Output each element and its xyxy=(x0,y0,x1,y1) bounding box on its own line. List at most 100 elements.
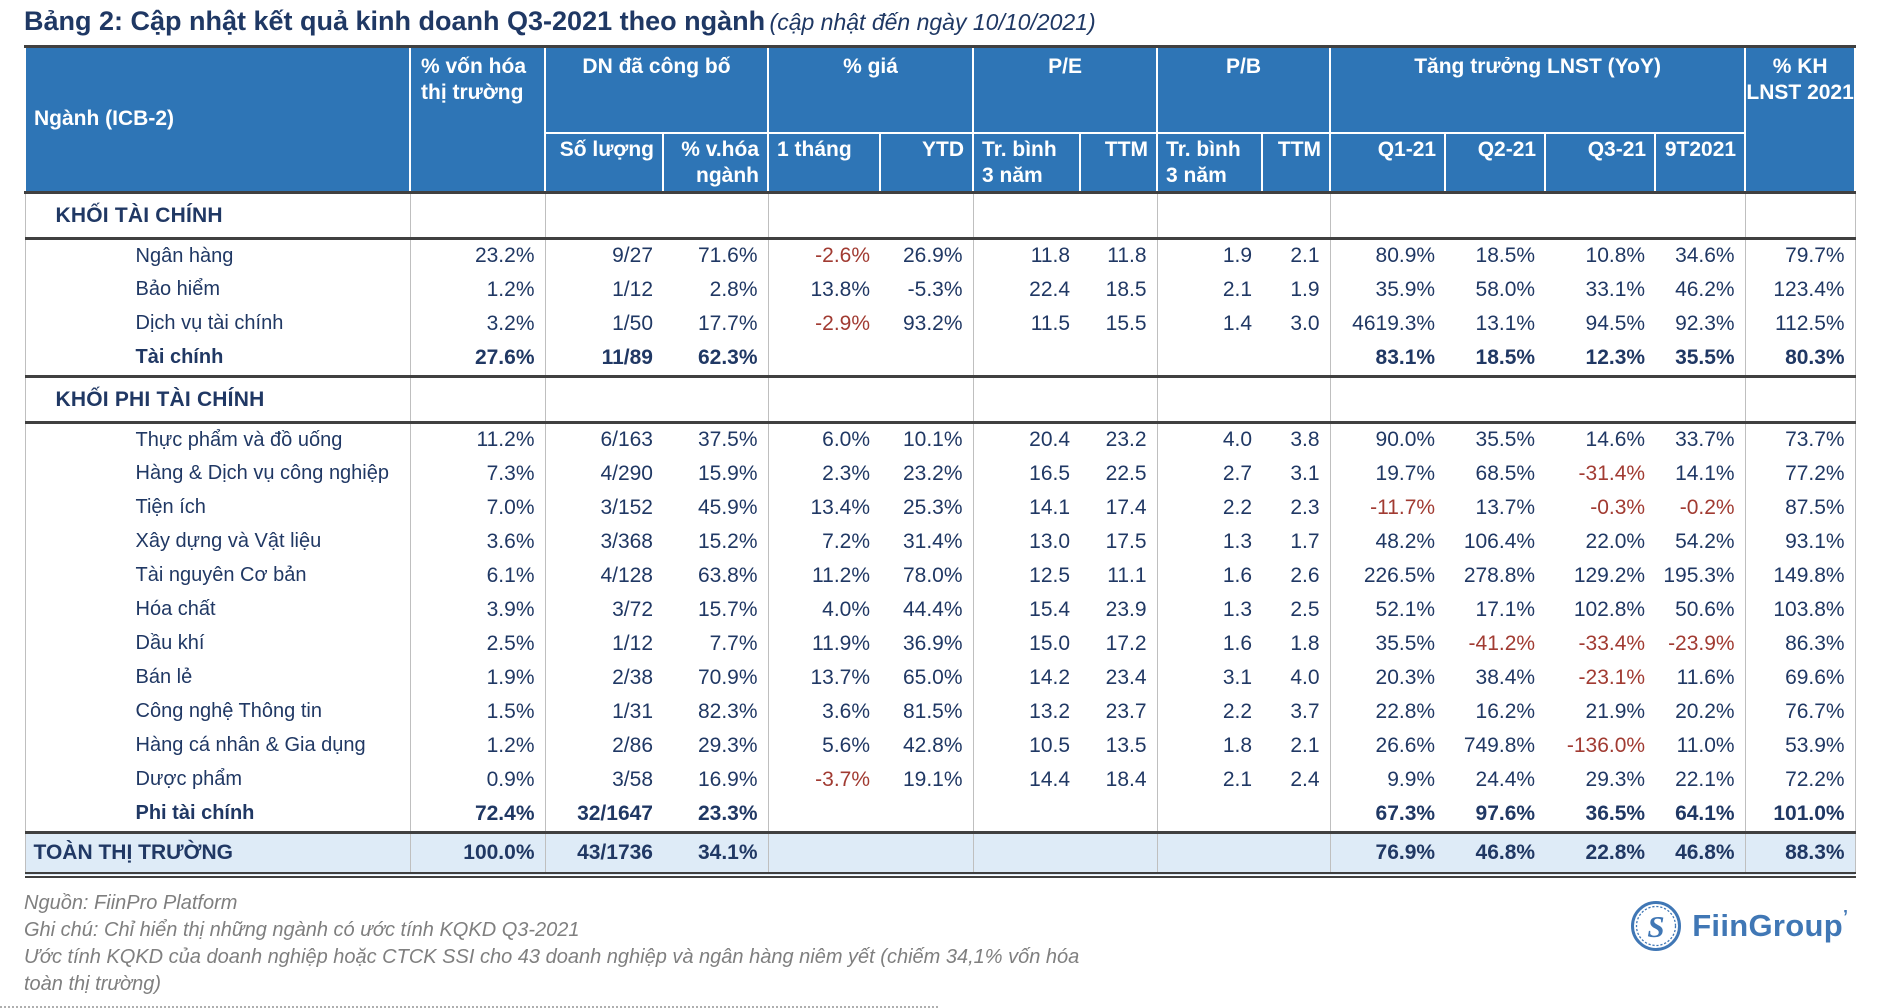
value-cell: 36.5% xyxy=(1585,801,1646,825)
value-cell: 26.6% xyxy=(1375,733,1436,757)
value-cell xyxy=(973,341,1080,377)
value-cell: 70.9% xyxy=(663,660,769,695)
value-cell: 97.6% xyxy=(1475,801,1536,825)
value-cell: 50.6% xyxy=(1655,592,1746,627)
value-cell: 3.0 xyxy=(1262,306,1331,341)
value-cell: 17.5 xyxy=(1080,524,1158,559)
value-cell: 1.5% xyxy=(410,694,546,729)
value-cell: 25.3% xyxy=(880,490,974,525)
value-cell: 76.7% xyxy=(1745,694,1856,729)
value-cell xyxy=(410,191,546,240)
value-cell: 20.3% xyxy=(1375,665,1436,689)
value-cell: 15.7% xyxy=(663,592,769,627)
value-cell: 36.9% xyxy=(880,626,974,661)
value-cell: 10.5 xyxy=(1029,733,1071,757)
value-cell: -136.0% xyxy=(1566,733,1646,757)
value-cell xyxy=(1157,797,1262,833)
subtotal-row: Phi tài chính 72.4% 32/1647 23.3% 67.3% 97.6%… xyxy=(24,796,1856,833)
value-cell: 4/128 xyxy=(600,563,653,587)
value-cell: 3.6% xyxy=(410,524,546,559)
value-cell: 102.8% xyxy=(1573,597,1646,621)
value-cell: 92.3% xyxy=(1655,306,1746,341)
value-cell: 106.4% xyxy=(1463,529,1536,553)
value-cell xyxy=(1262,796,1331,833)
value-cell xyxy=(768,831,881,878)
value-cell xyxy=(1655,375,1746,424)
value-cell: 65.0% xyxy=(880,660,974,695)
value-cell: 149.8% xyxy=(1745,558,1856,593)
value-cell: 1.3 xyxy=(1222,529,1253,553)
value-cell: 33.1% xyxy=(1585,277,1646,301)
value-cell: 11.8 xyxy=(1030,244,1071,268)
value-cell: 24.4% xyxy=(1475,767,1536,791)
value-cell: 2.3 xyxy=(1262,490,1331,525)
value-cell: 9/27 xyxy=(612,244,653,268)
value-cell: 2.1 xyxy=(1262,728,1331,763)
value-cell: 14.1 xyxy=(1029,495,1071,519)
value-cell xyxy=(880,340,974,377)
industry-name-cell: Thực phẩm và đồ uống xyxy=(24,422,411,457)
estimate-note: Ước tính KQKD của doanh nghiệp hoặc CTCK… xyxy=(24,945,1080,995)
value-cell xyxy=(1157,341,1262,377)
value-cell: 2.5% xyxy=(410,626,546,661)
item-row: Dược phẩm 0.9% 3/58 16.9% -3.7% 19.1% 14.4 18.4… xyxy=(24,762,1856,797)
value-cell xyxy=(768,341,880,377)
value-cell: 17.7% xyxy=(663,306,769,341)
value-cell: 21.9% xyxy=(1585,699,1646,723)
value-cell: 11/89 xyxy=(601,345,653,369)
industry-name-cell: Dầu khí xyxy=(24,626,411,661)
value-cell: -0.3% xyxy=(1590,495,1646,519)
value-cell: 15.4 xyxy=(1029,597,1071,621)
value-cell: 1.8 xyxy=(1222,733,1253,757)
value-cell: 23.9 xyxy=(1080,592,1158,627)
value-cell: 11.6% xyxy=(1655,660,1746,695)
value-cell: 48.2% xyxy=(1375,529,1436,553)
industry-name-cell: Tiện ích xyxy=(24,490,411,525)
value-cell: 100.0% xyxy=(410,831,546,878)
value-cell: -0.2% xyxy=(1655,490,1746,525)
value-cell: 123.4% xyxy=(1745,272,1856,307)
value-cell: 13.8% xyxy=(810,277,871,301)
value-cell xyxy=(768,375,881,424)
value-cell xyxy=(1080,375,1158,424)
fiingroup-logo-mark: ’ xyxy=(1842,907,1848,927)
value-cell: 11.5 xyxy=(1030,311,1071,335)
value-cell: 1/12 xyxy=(612,631,653,655)
col-header-pe-tb-3nam: Tr. bình 3 năm xyxy=(972,131,1082,194)
value-cell: 278.8% xyxy=(1463,563,1536,587)
value-cell: 15.0 xyxy=(1029,631,1071,655)
value-cell: 4/290 xyxy=(600,461,653,485)
value-cell: 2.1 xyxy=(1222,277,1253,301)
value-cell: 103.8% xyxy=(1745,592,1856,627)
value-cell: 72.4% xyxy=(410,796,546,833)
value-cell: 1.9% xyxy=(410,660,546,695)
item-row: Tài nguyên Cơ bản 6.1% 4/128 63.8% 11.2% 78.0… xyxy=(24,558,1856,593)
value-cell: 73.7% xyxy=(1745,422,1856,457)
value-cell: 19.1% xyxy=(880,762,974,797)
value-cell xyxy=(1445,375,1546,424)
value-cell: -11.7% xyxy=(1370,495,1436,519)
item-row: Bán lẻ 1.9% 2/38 70.9% 13.7% 65.0% 14.2 23.4 3.1… xyxy=(24,660,1856,695)
value-cell: -3.7% xyxy=(815,767,871,791)
value-cell: 1.6 xyxy=(1222,563,1253,587)
value-cell: 112.5% xyxy=(1745,306,1856,341)
value-cell: 72.2% xyxy=(1745,762,1856,797)
value-cell: 1/50 xyxy=(612,311,653,335)
col-header-kh-lnst: % KH LNST 2021 xyxy=(1744,45,1857,194)
industry-name-cell: Công nghệ Thông tin xyxy=(24,694,411,729)
source-note: Nguồn: FiinPro Platform xyxy=(24,891,238,914)
value-cell: 7.2% xyxy=(822,529,871,553)
value-cell xyxy=(410,375,546,424)
value-cell: 64.1% xyxy=(1655,796,1746,833)
fiingroup-logo: S FiinGroup’ xyxy=(1630,900,1848,952)
value-cell: 10.1% xyxy=(880,422,974,457)
value-cell: -23.1% xyxy=(1578,665,1646,689)
value-cell: 20.4 xyxy=(1029,428,1071,452)
industry-name-cell: Tài chính xyxy=(24,340,411,377)
value-cell: 3/58 xyxy=(612,767,653,791)
value-cell: 22.5 xyxy=(1080,456,1158,491)
value-cell: 6.1% xyxy=(410,558,546,593)
value-cell: 3.6% xyxy=(822,699,871,723)
value-cell: 15.5 xyxy=(1080,306,1158,341)
value-cell: 11.9% xyxy=(812,631,871,655)
